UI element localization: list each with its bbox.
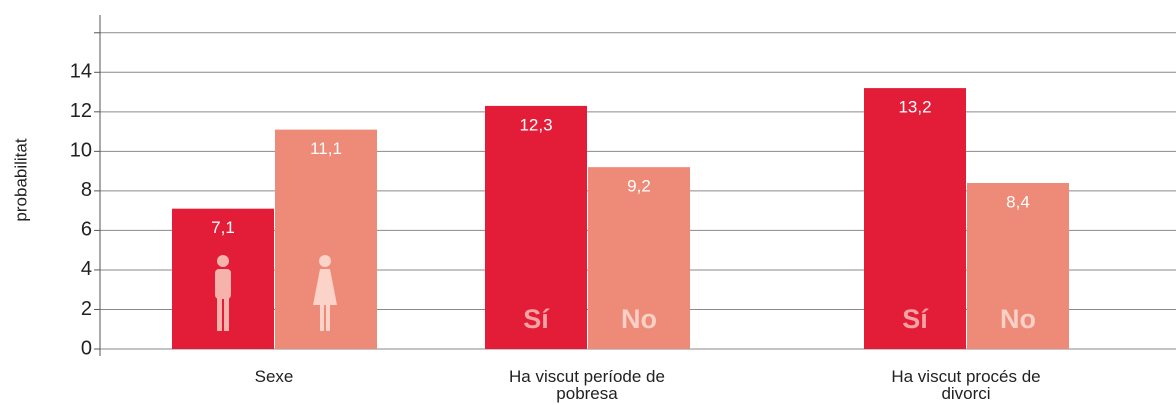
bar-inner-label: Sí xyxy=(523,304,550,334)
y-tick-label: 8 xyxy=(81,179,92,201)
value-label: 9,2 xyxy=(627,177,651,196)
plot: 0 2 4 6 8 10 12 14 7,1 12,3 Sí 13,2 Sí 11,1 9,2 No 8,4 No xyxy=(70,15,1176,359)
bar-inner-label: No xyxy=(621,304,657,334)
y-tick-label: 0 xyxy=(81,337,92,359)
bar xyxy=(485,105,587,349)
bar xyxy=(967,182,1069,349)
value-label: 8,4 xyxy=(1006,192,1030,211)
value-label: 11,1 xyxy=(310,139,342,158)
x-tick-label: Ha viscut procés de divorci xyxy=(891,367,1041,403)
y-axis-label: probabilitat xyxy=(11,138,30,221)
male-icon xyxy=(215,255,231,331)
x-tick-label: Ha viscut període de pobresa xyxy=(509,367,665,403)
y-tick-label: 4 xyxy=(81,258,92,280)
y-tick-label: 14 xyxy=(70,61,92,83)
value-label: 7,1 xyxy=(211,218,235,237)
icons xyxy=(215,255,337,331)
y-tick-label: 6 xyxy=(81,219,92,241)
y-tick-label: 2 xyxy=(81,298,92,320)
bar-inner-label: No xyxy=(1000,304,1036,334)
value-label: 13,2 xyxy=(898,98,931,117)
y-tick-label: 10 xyxy=(70,140,92,162)
bar-inner-label: Sí xyxy=(902,304,929,334)
bar xyxy=(588,167,690,349)
value-label: 12,3 xyxy=(519,115,552,134)
female-icon xyxy=(313,255,337,331)
bar xyxy=(864,88,966,349)
y-tick-label: 12 xyxy=(70,100,92,122)
x-tick-label: Sexe xyxy=(254,367,294,386)
